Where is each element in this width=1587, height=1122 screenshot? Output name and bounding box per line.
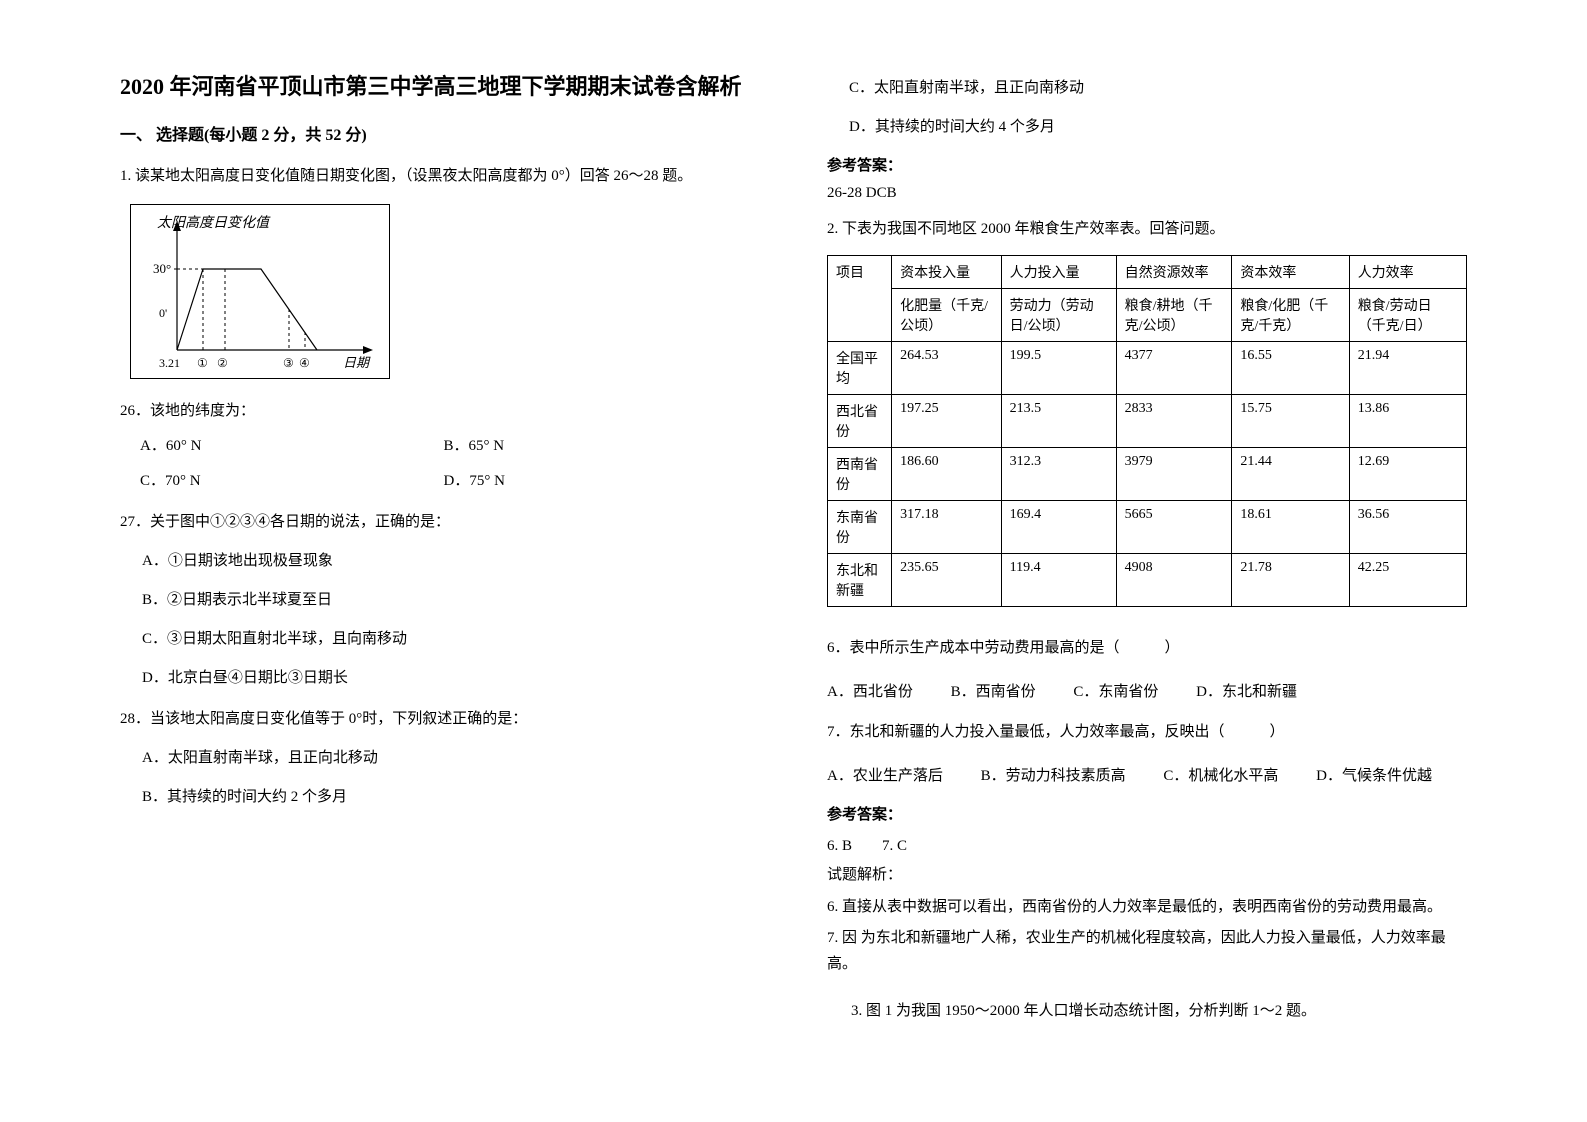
q7-opt-c: C．机械化水平高	[1163, 764, 1278, 785]
q6-text: 6．表中所示生产成本中劳动费用最高的是（ ）	[827, 635, 1467, 662]
table-h-3: 自然资源效率	[1116, 256, 1232, 289]
table-row: 全国平均264.53199.5437716.5521.94	[828, 342, 1467, 395]
table-row: 西南省份186.60312.3397921.4412.69	[828, 448, 1467, 501]
solar-altitude-chart: 太阳高度日变化值 30° 0' 3.21 ① ② ③ ④ 日期	[130, 204, 390, 379]
chart-c4: ④	[299, 356, 310, 370]
q28-opt-c: C．太阳直射南半球，且正向南移动	[849, 76, 1467, 97]
chart-origin: 0'	[159, 306, 167, 320]
section-head: 一、 选择题(每小题 2 分，共 52 分)	[120, 121, 747, 145]
table-h-0: 项目	[828, 256, 892, 342]
table-header-row2: 化肥量（千克/公顷） 劳动力（劳动日/公顷） 粮食/耕地（千克/公顷） 粮食/化…	[828, 289, 1467, 342]
q27-opt-a: A．①日期该地出现极昼现象	[142, 549, 747, 570]
table-h-2: 人力投入量	[1001, 256, 1116, 289]
q2-lead: 2. 下表为我国不同地区 2000 年粮食生产效率表。回答问题。	[827, 216, 1467, 243]
table-row: 东北和新疆235.65119.4490821.7842.25	[828, 554, 1467, 607]
chart-c3: ③	[283, 356, 294, 370]
explain-7: 7. 因 为东北和新疆地广人稀，农业生产的机械化程度较高，因此人力投入量最低，人…	[827, 926, 1467, 977]
q27-opt-c: C．③日期太阳直射北半球，且向南移动	[142, 627, 747, 648]
q26-opt-a: A．60° N	[140, 434, 444, 455]
table-row: 西北省份197.25213.5283315.7513.86	[828, 395, 1467, 448]
q26-opt-b: B．65° N	[444, 434, 748, 455]
q26-opt-c: C．70° N	[140, 469, 444, 490]
table-h2-5: 粮食/劳动日（千克/日）	[1349, 289, 1466, 342]
chart-ytick: 30°	[153, 261, 171, 276]
answer1: 26-28 DCB	[827, 185, 1467, 202]
q28-opt-d: D．其持续的时间大约 4 个多月	[849, 115, 1467, 136]
answer2-short: 6. B 7. C	[827, 834, 1467, 855]
chart-xstart: 3.21	[159, 356, 180, 370]
explain-head: 试题解析：	[827, 863, 1467, 889]
q28-opt-b: B．其持续的时间大约 2 个多月	[142, 785, 747, 806]
chart-c1: ①	[197, 356, 208, 370]
table-h2-1: 化肥量（千克/公顷）	[892, 289, 1002, 342]
q27-text: 27．关于图中①②③④各日期的说法，正确的是：	[120, 510, 747, 531]
answer1-head: 参考答案：	[827, 154, 1467, 175]
q27-opt-d: D．北京白昼④日期比③日期长	[142, 666, 747, 687]
explain-6: 6. 直接从表中数据可以看出，西南省份的人力效率是最低的，表明西南省份的劳动费用…	[827, 895, 1467, 921]
table-h-5: 人力效率	[1349, 256, 1466, 289]
chart-c2: ②	[217, 356, 228, 370]
q7-opt-d: D．气候条件优越	[1316, 764, 1432, 785]
q7-text: 7．东北和新疆的人力投入量最低，人力效率最高，反映出（ ）	[827, 719, 1467, 746]
q1-lead: 1. 读某地太阳高度日变化值随日期变化图，（设黑夜太阳高度都为 0°）回答 26…	[120, 163, 747, 190]
q7-opt-a: A．农业生产落后	[827, 764, 943, 785]
table-header-row: 项目 资本投入量 人力投入量 自然资源效率 资本效率 人力效率	[828, 256, 1467, 289]
q26-text: 26．该地的纬度为：	[120, 399, 747, 420]
page-title: 2020 年河南省平顶山市第三中学高三地理下学期期末试卷含解析	[120, 70, 747, 103]
efficiency-table: 项目 资本投入量 人力投入量 自然资源效率 资本效率 人力效率 化肥量（千克/公…	[827, 255, 1467, 607]
answer2-head: 参考答案：	[827, 803, 1467, 824]
table-h2-4: 粮食/化肥（千克/千克）	[1232, 289, 1349, 342]
table-h2-3: 粮食/耕地（千克/公顷）	[1116, 289, 1232, 342]
q27-opt-b: B．②日期表示北半球夏至日	[142, 588, 747, 609]
q28-opt-a: A．太阳直射南半球，且正向北移动	[142, 746, 747, 767]
table-h-1: 资本投入量	[892, 256, 1002, 289]
q6-opt-c: C．东南省份	[1073, 680, 1158, 701]
chart-xlabel: 日期	[343, 355, 371, 370]
q6-opt-d: D．东北和新疆	[1196, 680, 1297, 701]
q6-opt-a: A．西北省份	[827, 680, 913, 701]
table-h2-2: 劳动力（劳动日/公顷）	[1001, 289, 1116, 342]
q7-opt-b: B．劳动力科技素质高	[981, 764, 1126, 785]
q6-opt-b: B．西南省份	[951, 680, 1036, 701]
table-row: 东南省份317.18169.4566518.6136.56	[828, 501, 1467, 554]
table-h-4: 资本效率	[1232, 256, 1349, 289]
q26-opt-d: D．75° N	[444, 469, 748, 490]
q3-lead: 3. 图 1 为我国 1950～2000 年人口增长动态统计图，分析判断 1～2…	[827, 999, 1467, 1020]
q28-text: 28．当该地太阳高度日变化值等于 0°时，下列叙述正确的是：	[120, 707, 747, 728]
